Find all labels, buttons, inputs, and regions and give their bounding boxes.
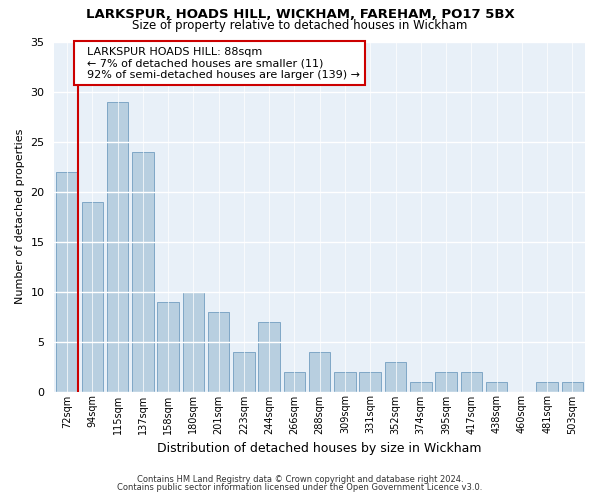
Y-axis label: Number of detached properties: Number of detached properties xyxy=(15,129,25,304)
Bar xyxy=(284,372,305,392)
Bar xyxy=(562,382,583,392)
Bar xyxy=(259,322,280,392)
Bar xyxy=(132,152,154,392)
Bar xyxy=(82,202,103,392)
Bar xyxy=(208,312,229,392)
Bar xyxy=(359,372,381,392)
Bar xyxy=(486,382,508,392)
Text: LARKSPUR HOADS HILL: 88sqm
  ← 7% of detached houses are smaller (11)
  92% of s: LARKSPUR HOADS HILL: 88sqm ← 7% of detac… xyxy=(80,46,359,80)
Bar xyxy=(107,102,128,392)
Bar xyxy=(410,382,431,392)
X-axis label: Distribution of detached houses by size in Wickham: Distribution of detached houses by size … xyxy=(157,442,482,455)
Bar xyxy=(461,372,482,392)
Bar xyxy=(233,352,254,392)
Bar xyxy=(435,372,457,392)
Bar xyxy=(385,362,406,392)
Text: Contains public sector information licensed under the Open Government Licence v3: Contains public sector information licen… xyxy=(118,484,482,492)
Bar xyxy=(536,382,558,392)
Bar xyxy=(309,352,331,392)
Bar xyxy=(56,172,78,392)
Bar xyxy=(182,292,204,392)
Text: Size of property relative to detached houses in Wickham: Size of property relative to detached ho… xyxy=(133,18,467,32)
Bar xyxy=(334,372,356,392)
Text: LARKSPUR, HOADS HILL, WICKHAM, FAREHAM, PO17 5BX: LARKSPUR, HOADS HILL, WICKHAM, FAREHAM, … xyxy=(86,8,514,20)
Bar xyxy=(157,302,179,392)
Text: Contains HM Land Registry data © Crown copyright and database right 2024.: Contains HM Land Registry data © Crown c… xyxy=(137,475,463,484)
